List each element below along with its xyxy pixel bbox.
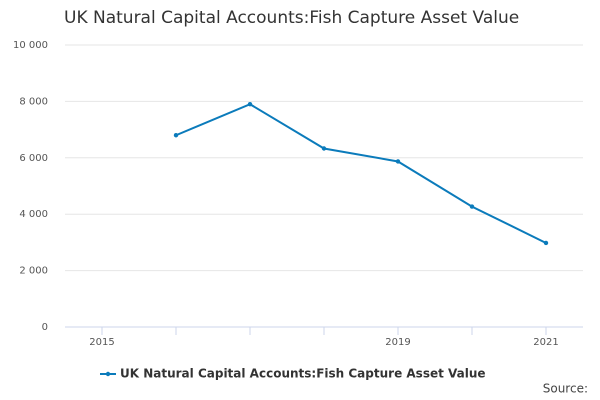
point: [247, 102, 253, 107]
line: [175, 103, 547, 244]
x-tick-label: 2019: [385, 337, 410, 348]
x-tick-label: 2015: [89, 337, 114, 348]
point: [395, 159, 401, 164]
source: Source:: [543, 382, 588, 396]
point: [173, 133, 179, 138]
legend-label: UK Natural Capital Accounts:Fish Capture…: [120, 367, 486, 381]
y-tick-label: 2 000: [19, 266, 48, 277]
legend-symbol: [105, 371, 111, 377]
y-tick-label: 4 000: [19, 209, 48, 220]
x-tick-label: 2021: [533, 337, 558, 348]
y-tick-label: 10 000: [13, 40, 48, 51]
y-tick-label: 8 000: [19, 96, 48, 107]
chart-title: UK Natural Capital Accounts:Fish Capture…: [64, 8, 519, 28]
point: [321, 146, 327, 151]
y-tick-label: 6 000: [19, 153, 48, 164]
point: [543, 240, 549, 246]
point: [469, 204, 475, 209]
y-tick-label: 0: [42, 322, 48, 333]
